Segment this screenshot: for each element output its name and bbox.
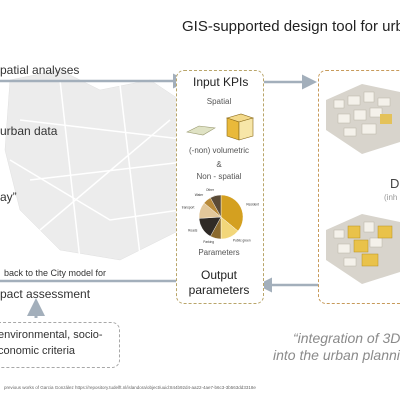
pie-label: Parking bbox=[203, 240, 214, 244]
output-label-line1: Output bbox=[200, 268, 238, 282]
spatial-label: Spatial bbox=[206, 97, 232, 106]
design-models-image bbox=[326, 84, 400, 284]
city-map-image bbox=[4, 69, 206, 261]
pie-label: Public transport bbox=[181, 206, 194, 210]
back-to-city-label: back to the City model for bbox=[4, 268, 107, 278]
criteria-line2: conomic criteria bbox=[0, 345, 76, 357]
parameters-label: Parameters bbox=[198, 248, 240, 257]
criteria-box bbox=[0, 322, 120, 368]
criteria-line1: environmental, socio- bbox=[0, 329, 103, 341]
massing-model-bottom bbox=[326, 214, 400, 284]
output-label-line2: parameters bbox=[188, 283, 250, 297]
parameters-pie-chart: Residential Public green Parking Roads Publi… bbox=[181, 188, 259, 244]
spatial-analyses-label: patial analyses bbox=[0, 63, 80, 77]
quote-fragment-label: ay” bbox=[0, 190, 17, 204]
impact-assessment-label: pact assessment bbox=[0, 287, 91, 301]
pie-label: Residential bbox=[246, 203, 259, 207]
reference-footnote: previous works of Garcia González https:… bbox=[4, 385, 256, 390]
pie-label: Other bbox=[206, 188, 215, 192]
massing-model-top bbox=[326, 84, 400, 154]
page-title: GIS-supported design tool for urb bbox=[182, 18, 400, 35]
design-subtext: (inh bbox=[384, 193, 398, 202]
volume-cube-icon bbox=[225, 113, 255, 141]
kpi-panel bbox=[176, 70, 264, 304]
ampersand-label: & bbox=[216, 160, 222, 169]
pie-slice bbox=[210, 194, 222, 218]
volumetric-label: (-non) volumetric bbox=[188, 146, 249, 155]
quote-line2: into the urban planni bbox=[273, 347, 400, 363]
pie-label: Roads bbox=[188, 228, 198, 232]
pie-slice bbox=[220, 194, 244, 232]
pie-label: Public green bbox=[233, 238, 251, 242]
urban-data-label: urban data bbox=[0, 124, 58, 138]
non-spatial-label: Non - spatial bbox=[196, 172, 242, 181]
shape-icons bbox=[186, 113, 255, 141]
pie-label: Water bbox=[195, 193, 204, 197]
design-letter: D bbox=[390, 176, 400, 191]
quote-line1: “integration of 3D bbox=[293, 330, 400, 346]
input-kpis-label: Input KPIs bbox=[193, 75, 249, 89]
flat-plane-icon bbox=[186, 125, 216, 136]
